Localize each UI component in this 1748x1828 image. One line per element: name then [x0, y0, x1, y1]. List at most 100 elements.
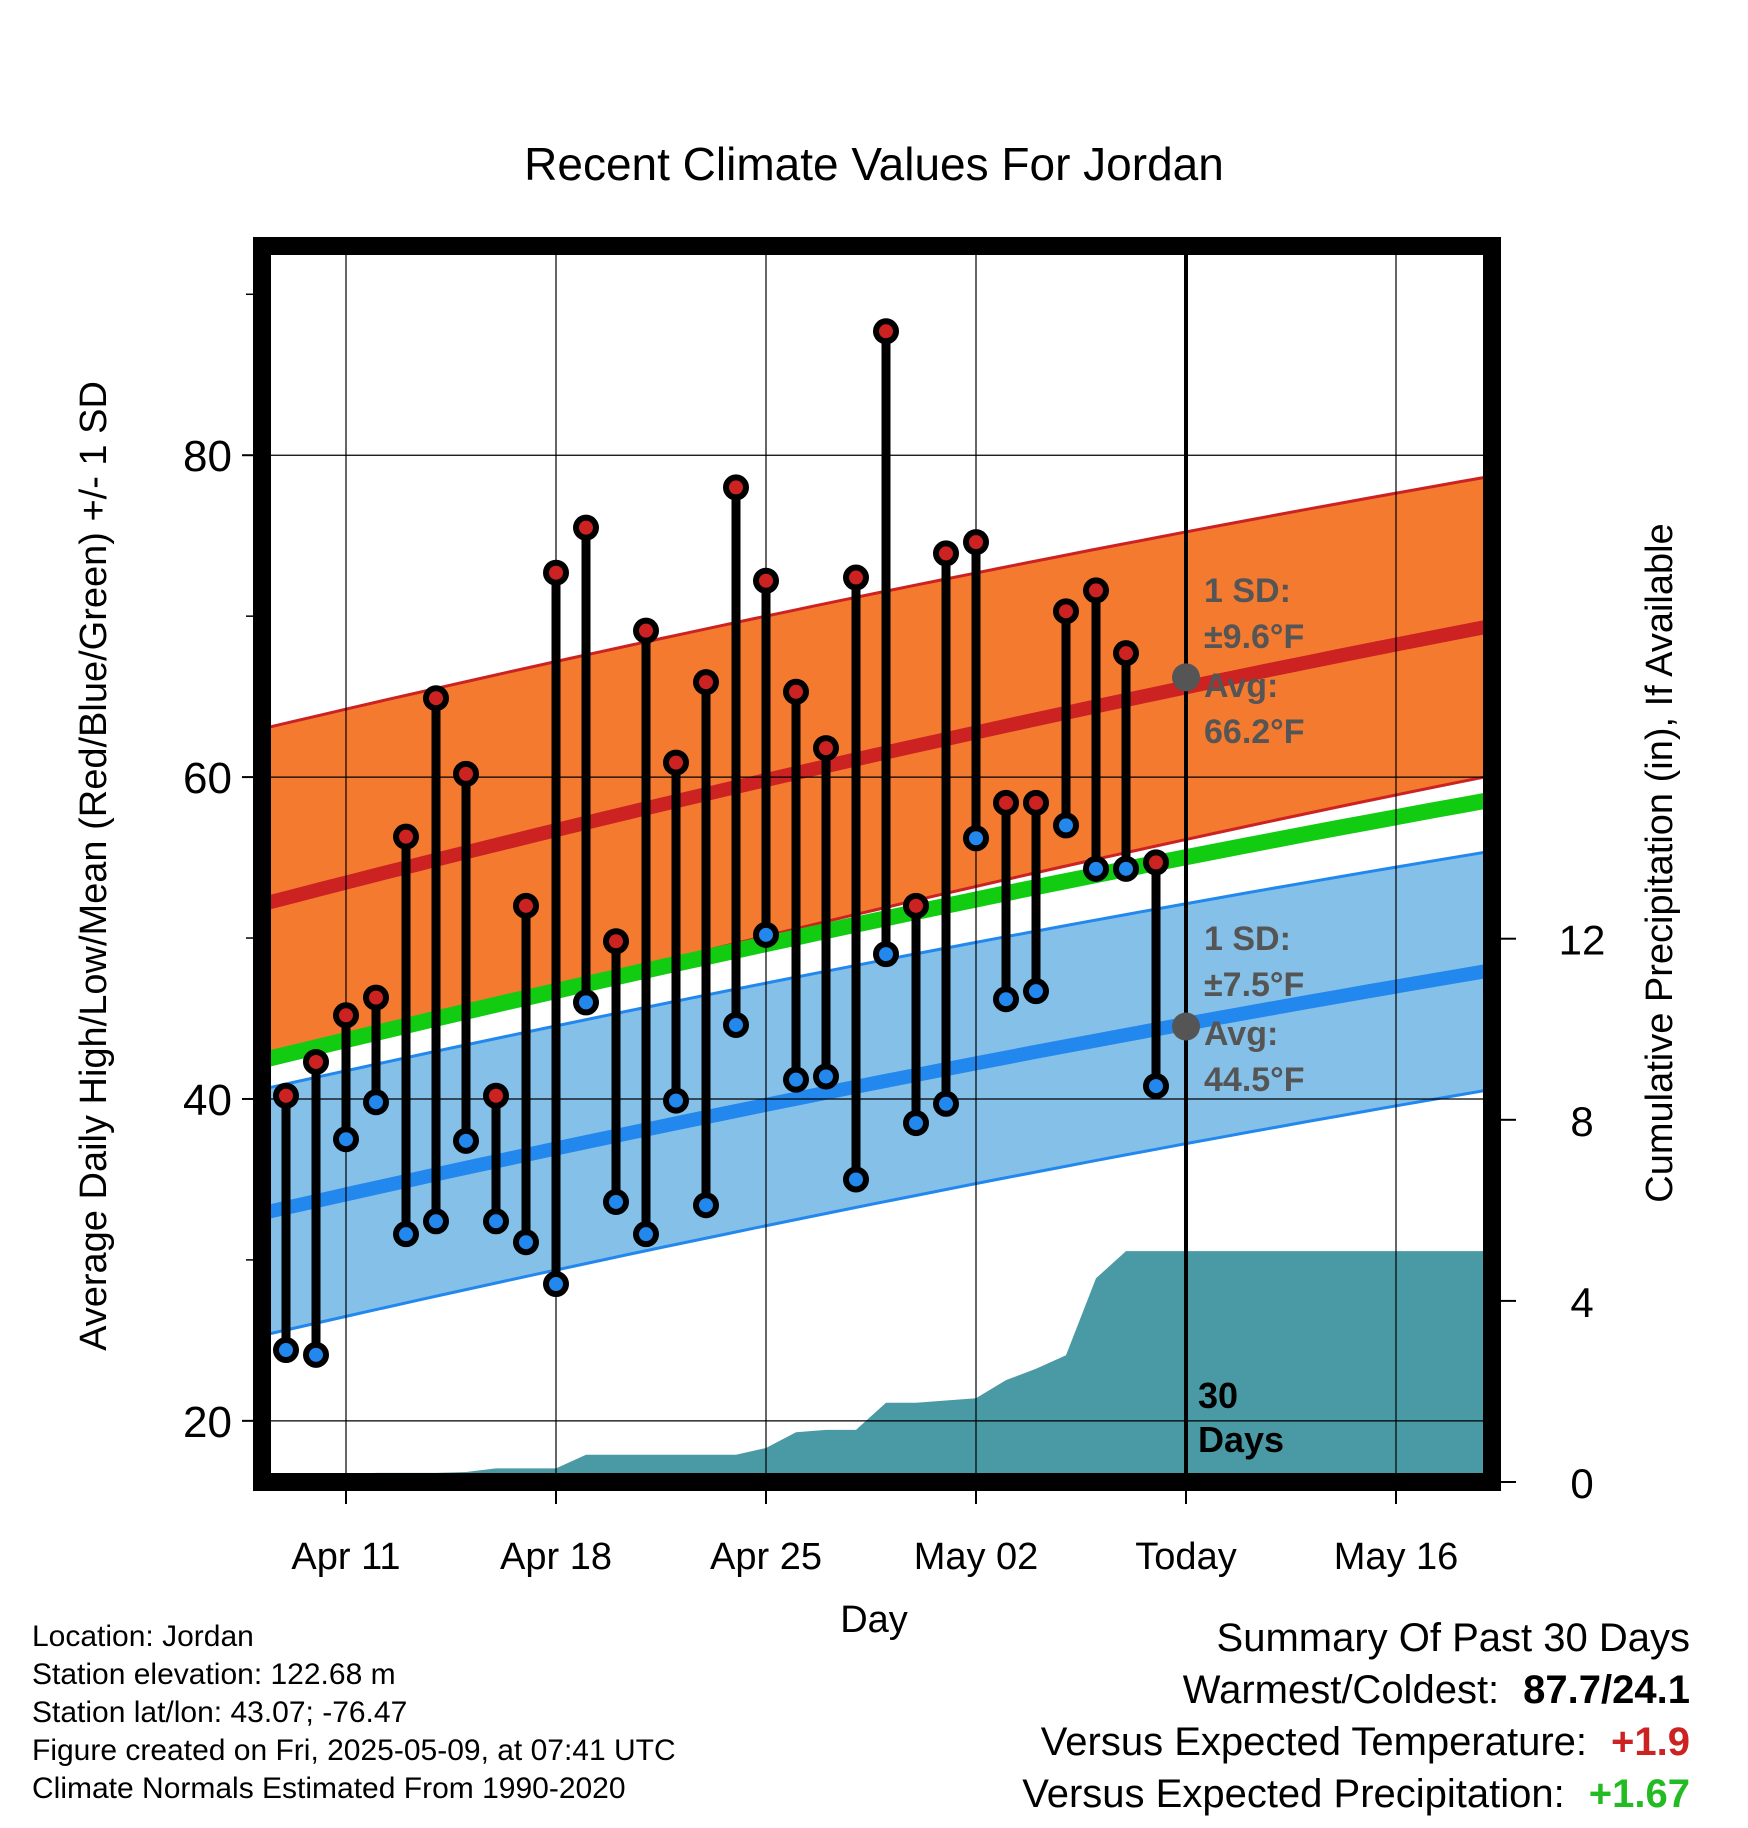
high-point	[1143, 849, 1169, 876]
low-point	[483, 1208, 509, 1235]
y-tick-label: 60	[183, 754, 232, 803]
low-avg-marker	[1172, 1012, 1200, 1041]
high-point	[903, 892, 929, 919]
high-point	[783, 678, 809, 705]
summary-precip: Versus Expected Precipitation: +1.67	[1022, 1768, 1690, 1820]
precip-anomaly-value: +1.67	[1588, 1772, 1690, 1816]
low-avg-value: 44.5°F	[1204, 1061, 1305, 1099]
low-point	[303, 1341, 329, 1368]
low-point	[1113, 855, 1139, 882]
period-label-number: 30	[1198, 1375, 1238, 1416]
low-point	[663, 1087, 689, 1114]
y-tick-label: 80	[183, 432, 232, 481]
station-elevation: Station elevation: 122.68 m	[32, 1658, 396, 1691]
y-axis-right-label: Cumulative Precipitation (in), If Availa…	[1639, 523, 1681, 1202]
high-point	[1053, 598, 1079, 625]
low-point	[723, 1011, 749, 1038]
y-tick-label: 40	[183, 1076, 232, 1125]
y2-tick-label: 12	[1559, 917, 1606, 964]
y-axis-left-label: Average Daily High/Low/Mean (Red/Blue/Gr…	[73, 381, 115, 1351]
station-location: Location: Jordan	[32, 1620, 254, 1653]
low-point	[753, 921, 779, 948]
low-point	[843, 1166, 869, 1193]
high-point	[993, 789, 1019, 816]
high-point	[303, 1048, 329, 1075]
temp-anomaly-value: +1.9	[1611, 1720, 1690, 1764]
low-point	[693, 1192, 719, 1219]
y-tick-label: 20	[183, 1398, 232, 1447]
low-point	[1023, 978, 1049, 1005]
x-tick-label: Apr 11	[291, 1536, 400, 1578]
low-point	[933, 1090, 959, 1117]
high-point	[333, 1002, 359, 1029]
low-point	[633, 1221, 659, 1248]
high-avg-label: Avg:	[1204, 667, 1278, 705]
plot-frame	[253, 237, 1501, 1491]
low-point	[273, 1337, 299, 1364]
high-point	[873, 318, 899, 345]
summary-temp: Versus Expected Temperature: +1.9	[1022, 1716, 1690, 1768]
high-point	[573, 514, 599, 541]
low-point	[603, 1188, 629, 1215]
low-point	[333, 1126, 359, 1153]
low-point	[513, 1229, 539, 1256]
y2-tick-label: 8	[1570, 1098, 1593, 1145]
high-point	[693, 669, 719, 696]
high-avg-marker	[1172, 663, 1200, 692]
temp-anomaly-label: Versus Expected Temperature:	[1040, 1720, 1588, 1764]
high-point	[603, 928, 629, 955]
low-point	[993, 986, 1019, 1013]
low-point	[393, 1221, 419, 1248]
high-point	[483, 1082, 509, 1109]
high-point	[723, 474, 749, 501]
precip-anomaly-label: Versus Expected Precipitation:	[1022, 1772, 1565, 1816]
high-point	[663, 749, 689, 776]
low-avg-label: Avg:	[1204, 1015, 1278, 1053]
low-point	[573, 989, 599, 1016]
low-point	[423, 1208, 449, 1235]
high-point	[753, 567, 779, 594]
high-sd-value: ±9.6°F	[1204, 618, 1304, 656]
x-tick-label: May 02	[914, 1536, 1039, 1578]
precip-area	[286, 1251, 1492, 1482]
warm-cold-label: Warmest/Coldest:	[1182, 1668, 1500, 1712]
low-point	[1083, 855, 1109, 882]
x-tick-label: Apr 18	[500, 1536, 612, 1578]
climate-normals-note: Climate Normals Estimated From 1990-2020	[32, 1772, 626, 1805]
high-point	[1113, 640, 1139, 667]
x-tick-label: Today	[1135, 1536, 1236, 1578]
high-point	[1023, 789, 1049, 816]
high-point	[633, 617, 659, 644]
high-point	[273, 1082, 299, 1109]
high-point	[453, 760, 479, 787]
low-lower-line	[261, 1087, 1493, 1337]
high-point	[933, 540, 959, 567]
low-point	[453, 1127, 479, 1154]
high-point	[543, 559, 569, 586]
period-label-unit: Days	[1198, 1419, 1284, 1460]
y2-tick-label: 0	[1570, 1460, 1593, 1507]
summary-warm-cold: Warmest/Coldest: 87.7/24.1	[1022, 1664, 1690, 1716]
low-point	[363, 1089, 389, 1116]
high-point	[513, 892, 539, 919]
high-avg-value: 66.2°F	[1204, 713, 1305, 751]
high-upper-line	[261, 474, 1493, 731]
high-point	[843, 564, 869, 591]
high-point	[813, 735, 839, 762]
low-point	[1053, 812, 1079, 839]
station-latlon: Station lat/lon: 43.07; -76.47	[32, 1696, 408, 1729]
low-point	[903, 1110, 929, 1137]
low-point	[543, 1271, 569, 1298]
high-point	[1083, 577, 1109, 604]
station-info: Location: Jordan Station elevation: 122.…	[32, 1618, 676, 1808]
summary-panel: Summary Of Past 30 Days Warmest/Coldest:…	[1022, 1612, 1690, 1820]
x-tick-label: Apr 25	[710, 1536, 822, 1578]
y2-tick-label: 4	[1570, 1279, 1593, 1326]
low-point	[783, 1066, 809, 1093]
high-point	[393, 823, 419, 850]
low-sd-label: 1 SD:	[1204, 920, 1291, 958]
high-point	[363, 984, 389, 1011]
x-tick-label: May 16	[1334, 1536, 1459, 1578]
low-sd-value: ±7.5°F	[1204, 966, 1304, 1004]
